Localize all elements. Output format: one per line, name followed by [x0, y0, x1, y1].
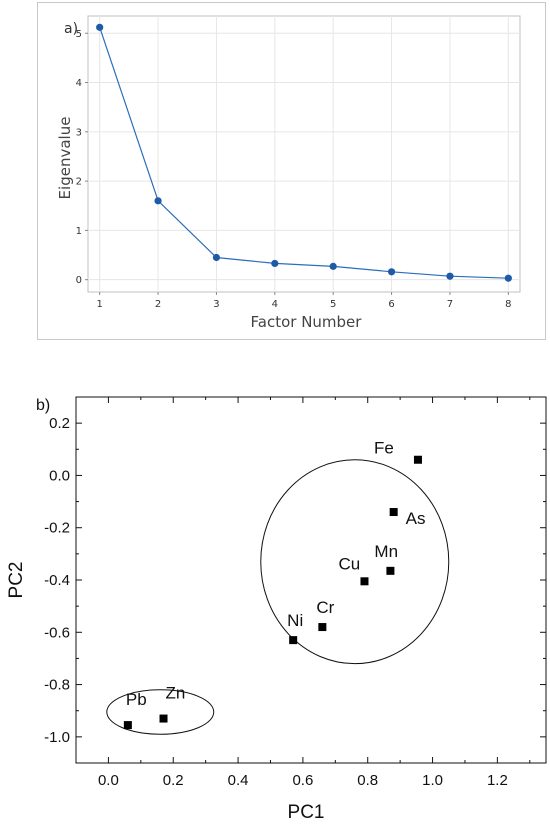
y-tick-label-b: -0.2	[44, 520, 70, 537]
panel-a-label: a)	[64, 21, 78, 37]
x-tick-label-a: 7	[447, 299, 453, 310]
x-tick-label-b: 0.6	[292, 772, 313, 789]
x-tick-label-a: 3	[213, 299, 219, 310]
point-label: Cu	[338, 554, 360, 573]
x-tick-label-b: 1.0	[422, 772, 443, 789]
point-label: Mn	[374, 542, 398, 561]
y-tick-label-b: 0.2	[49, 415, 70, 432]
point-label: Fe	[374, 439, 394, 458]
y-tick-label-a: 4	[76, 78, 82, 89]
point-marker	[386, 566, 395, 575]
y-tick-label-a: 2	[76, 177, 82, 188]
cluster-ellipse	[260, 459, 450, 665]
x-axis-title-a: Factor Number	[251, 313, 363, 331]
eigenvalue-point	[329, 262, 337, 270]
eigenvalue-point	[504, 274, 512, 282]
y-tick-label-b: -0.8	[44, 677, 70, 694]
point-label: Ni	[287, 611, 303, 630]
x-tick-label-a: 1	[96, 299, 102, 310]
eigenvalue-point	[212, 253, 221, 262]
y-tick-label-b: 0.0	[49, 467, 70, 484]
point-label: As	[406, 509, 426, 528]
panel-b-label: b)	[36, 397, 50, 414]
point-label: Cr	[316, 598, 334, 617]
y-tick-label-a: 5	[76, 29, 82, 40]
x-tick-label-b: 1.2	[487, 772, 508, 789]
point-label: Zn	[166, 684, 186, 703]
y-axis-title-a: Eigenvalue	[56, 117, 74, 200]
x-tick-label-a: 2	[155, 299, 161, 310]
point-marker	[159, 714, 168, 723]
x-tick-label-a: 8	[505, 299, 511, 310]
y-tick-label-b: -0.4	[44, 572, 70, 589]
plot-area-a	[87, 15, 521, 293]
point-marker	[413, 455, 422, 464]
x-tick-label-a: 4	[272, 299, 278, 310]
eigenvalue-point	[271, 259, 279, 268]
eigenvalue-line	[99, 27, 509, 279]
point-marker	[360, 577, 369, 586]
point-marker	[123, 721, 132, 730]
y-tick-label-a: 1	[76, 226, 82, 237]
pca-loading-plot: b) PC2 PC1 0.0 0.2 0.4 0.6 0.8 1.0 1.2 0.2 0.0 -0…	[6, 396, 547, 823]
x-axis-title-b: PC1	[288, 802, 325, 823]
point-marker	[289, 636, 298, 645]
point-label: Pb	[126, 690, 147, 709]
scree-plot: a) Eigenvalue Factor Number 0 1 2 3 4 5 1 2 3 4 5 6…	[56, 15, 521, 331]
y-axis-title-b: PC2	[6, 562, 27, 599]
point-marker	[318, 623, 327, 632]
y-tick-label-b: -0.6	[44, 624, 70, 641]
y-tick-label-b: -1.0	[44, 729, 70, 746]
y-tick-label-a: 3	[76, 127, 82, 138]
eigenvalue-point	[446, 272, 454, 280]
x-tick-label-b: 0.0	[98, 772, 119, 789]
x-tick-label-b: 0.2	[163, 772, 184, 789]
x-tick-label-b: 0.8	[357, 772, 378, 789]
y-tick-label-a: 0	[76, 275, 82, 286]
eigenvalue-point	[387, 268, 396, 276]
eigenvalue-point	[96, 23, 104, 31]
x-tick-label-b: 0.4	[228, 772, 249, 789]
point-marker	[389, 508, 398, 517]
eigenvalue-point	[154, 197, 162, 205]
x-tick-label-a: 5	[330, 299, 336, 310]
cluster-ellipse	[106, 689, 215, 735]
x-tick-label-a: 6	[388, 299, 394, 310]
